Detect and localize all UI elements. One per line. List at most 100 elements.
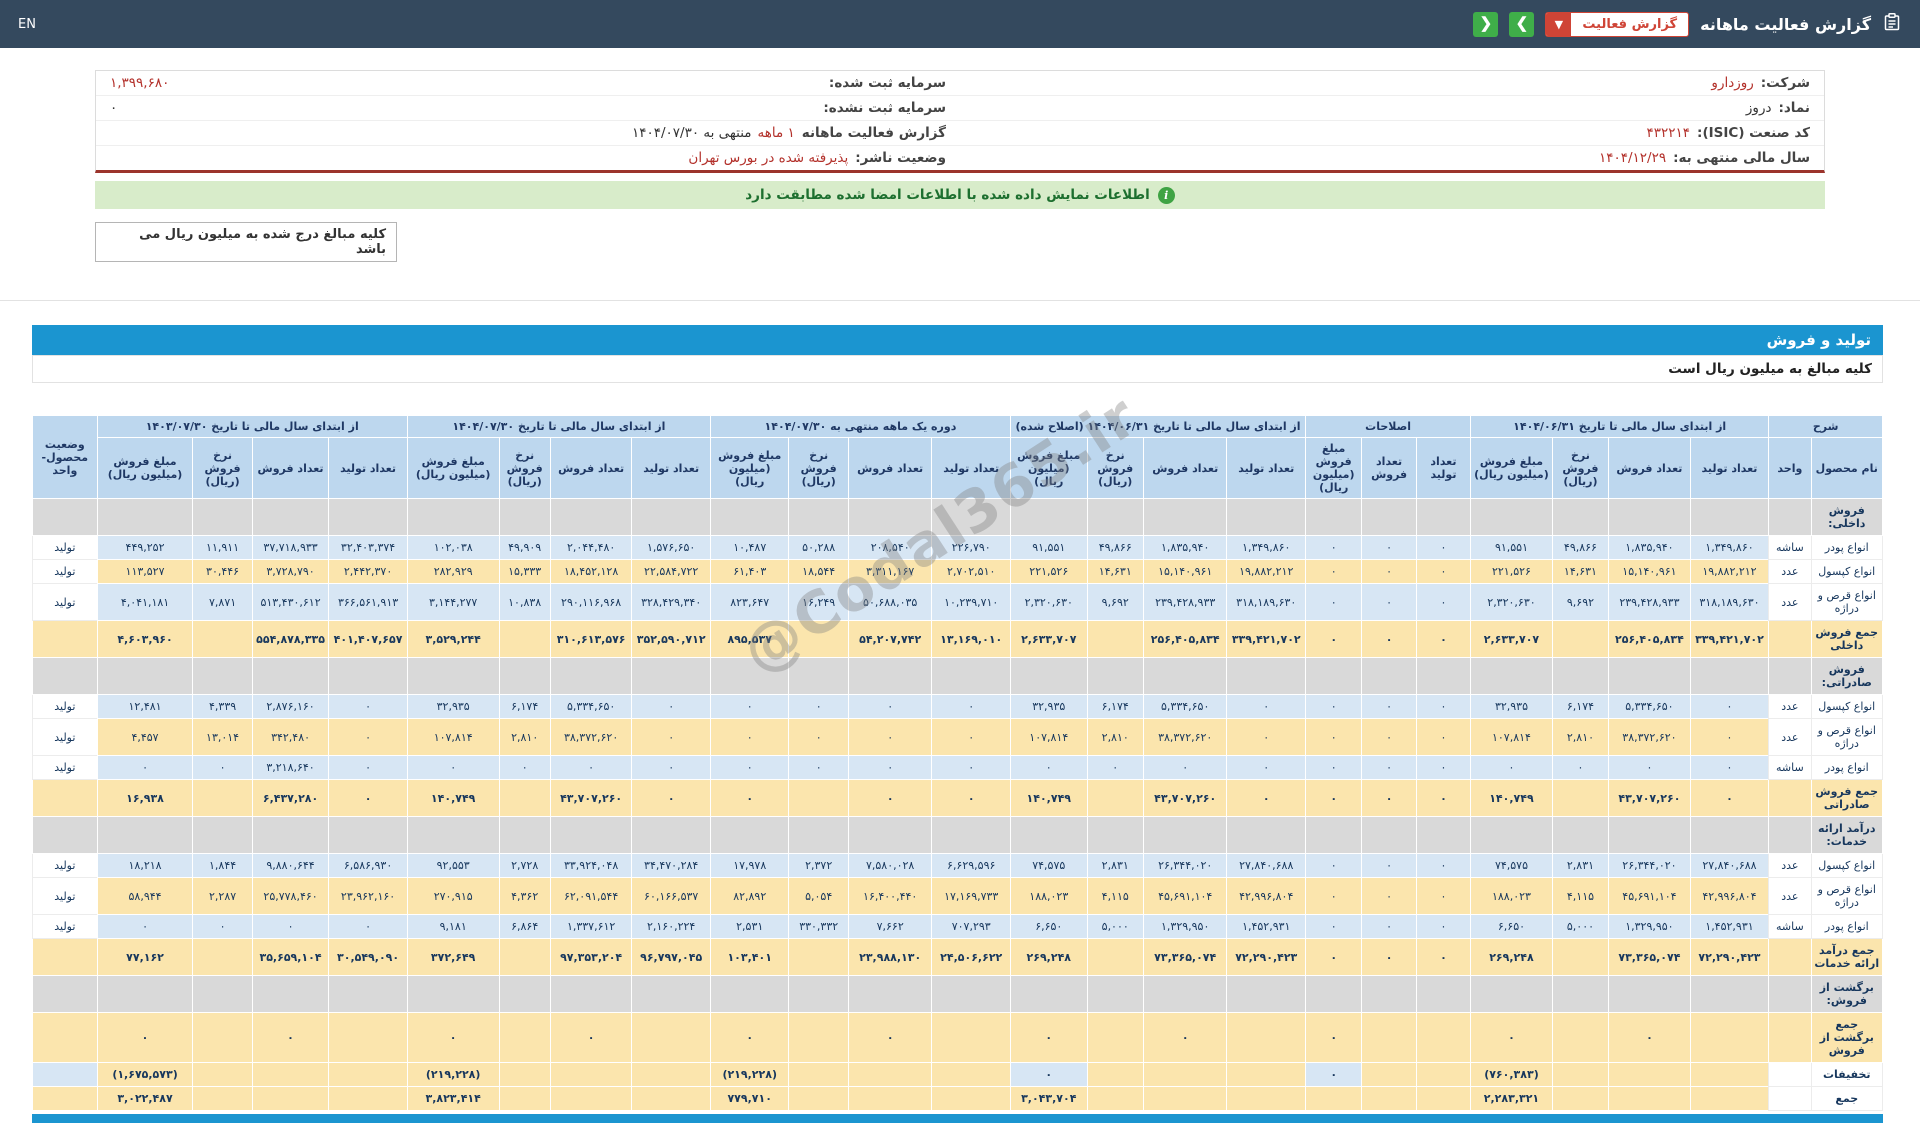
value-cell: ۰ — [1608, 1012, 1691, 1063]
unit-cell — [1768, 657, 1812, 695]
value-cell: ۱۸,۴۵۲,۱۲۸ — [549, 559, 633, 584]
value-cell: ۱۸۸,۰۲۳ — [1009, 877, 1088, 915]
column-header: مبلغ فروش (میلیون ریال) — [1305, 437, 1363, 499]
value-cell: ۰ — [1226, 755, 1307, 780]
value-cell — [931, 816, 1011, 854]
status-cell — [32, 816, 98, 854]
value-cell: ۱,۳۴۹,۸۶۰ — [1226, 535, 1307, 560]
value-cell: ۱,۳۳۷,۶۱۲ — [549, 914, 633, 939]
value-cell: ۰ — [788, 755, 849, 780]
value-cell — [328, 1062, 408, 1087]
value-cell: ۴۵,۶۹۱,۱۰۴ — [1608, 877, 1691, 915]
value-cell: ۰ — [1415, 938, 1472, 976]
value-cell: ۶,۶۲۹,۵۹۶ — [931, 853, 1011, 878]
column-header: تعداد تولید — [631, 437, 711, 499]
value-cell: ۷,۵۸۰,۰۲۸ — [847, 853, 933, 878]
value-cell: ۲,۸۱۰ — [1086, 718, 1144, 756]
value-cell — [328, 975, 408, 1013]
value-cell: ۰ — [1689, 718, 1770, 756]
value-cell — [1551, 657, 1610, 695]
value-cell: ۱,۸۳۵,۹۴۰ — [1608, 535, 1691, 560]
value-cell: ۳۵,۶۵۹,۱۰۴ — [251, 938, 330, 976]
value-cell — [328, 1086, 408, 1111]
value-cell — [1305, 498, 1363, 536]
value-cell: ۰ — [1415, 535, 1472, 560]
value-cell — [498, 498, 551, 536]
info-label: سرمایه ثبت نشده: — [823, 100, 946, 116]
value-cell: ۰ — [1415, 620, 1472, 658]
value-cell: ۱,۳۲۹,۹۵۰ — [1608, 914, 1691, 939]
value-cell — [406, 816, 500, 854]
value-cell: ۰ — [709, 718, 790, 756]
value-cell: ۰ — [931, 718, 1011, 756]
status-cell: تولید — [32, 755, 98, 780]
value-cell: ۰ — [1415, 779, 1472, 817]
value-cell — [1226, 1086, 1307, 1111]
info-row: نماد: دروز سرمایه ثبت نشده: ۰ — [96, 96, 1824, 121]
column-header: نرخ فروش (ریال) — [1086, 437, 1144, 499]
value-cell: ۲,۳۲۰,۶۳۰ — [1470, 583, 1553, 621]
value-cell: ۰ — [1361, 718, 1417, 756]
value-cell: ۵,۰۰۰ — [1086, 914, 1144, 939]
value-cell: ۳,۲۱۸,۶۴۰ — [251, 755, 330, 780]
value-cell: ۱,۵۷۶,۶۵۰ — [631, 535, 711, 560]
value-cell: ۱۴۰,۷۴۹ — [1009, 779, 1088, 817]
language-toggle-en[interactable]: EN — [18, 16, 36, 32]
value-cell — [931, 1086, 1011, 1111]
value-cell: ۰ — [631, 718, 711, 756]
value-cell — [1009, 975, 1088, 1013]
value-cell: ۱۰,۸۳۸ — [498, 583, 551, 621]
value-cell — [1305, 816, 1363, 854]
info-field: سال مالی منتهی به: ۱۴۰۴/۱۲/۲۹ — [960, 146, 1824, 170]
value-cell: ۴۲,۹۹۶,۸۰۴ — [1689, 877, 1770, 915]
value-cell — [1689, 1062, 1770, 1087]
report-type-dropdown[interactable]: گزارش فعالیت ▼ — [1545, 11, 1690, 37]
value-cell: ۶۱,۴۰۳ — [709, 559, 790, 584]
value-cell: ۰ — [709, 1012, 790, 1063]
value-cell: ۱,۳۲۹,۹۵۰ — [1142, 914, 1228, 939]
value-cell: ۳۲۸,۴۲۹,۳۴۰ — [631, 583, 711, 621]
value-cell: ۰ — [1361, 755, 1417, 780]
value-cell: ۰ — [631, 694, 711, 719]
value-cell: ۷,۶۶۲ — [847, 914, 933, 939]
value-cell — [788, 816, 849, 854]
product-name-cell: انواع پودر — [1810, 535, 1884, 560]
value-cell — [1226, 1012, 1307, 1063]
value-cell — [1142, 657, 1228, 695]
column-header: تعداد تولید — [1689, 437, 1770, 499]
value-cell: ۰ — [847, 718, 933, 756]
value-cell: ۰ — [1361, 877, 1417, 915]
section-divider — [0, 300, 1920, 301]
table-row: فروش صادراتی: — [32, 657, 1884, 695]
column-header: مبلغ فروش (میلیون ریال) — [406, 437, 500, 499]
value-cell — [1086, 816, 1144, 854]
value-cell — [549, 657, 633, 695]
product-name-cell: درآمد ارائه خدمات: — [1810, 816, 1884, 854]
value-cell: ۰ — [1305, 583, 1363, 621]
value-cell: ۱۵,۳۳۳ — [498, 559, 551, 584]
value-cell — [251, 975, 330, 1013]
value-cell: ۲۵۶,۴۰۵,۸۳۴ — [1608, 620, 1691, 658]
value-cell — [1226, 975, 1307, 1013]
amounts-note-box: کلیه مبالغ درج شده به میلیون ریال می باش… — [95, 222, 397, 262]
value-cell: ۱,۴۵۲,۹۳۱ — [1689, 914, 1770, 939]
value-cell: ۳۲,۴۰۳,۳۷۴ — [328, 535, 408, 560]
value-cell: ۱۵,۱۴۰,۹۶۱ — [1142, 559, 1228, 584]
info-value: ۴۳۲۲۱۴ — [1646, 125, 1691, 141]
value-cell — [788, 1086, 849, 1111]
value-cell: ۰ — [406, 1012, 500, 1063]
value-cell — [1086, 975, 1144, 1013]
value-cell — [1551, 779, 1610, 817]
info-field: وضعیت ناشر: پذیرفته شده در بورس تهران — [96, 146, 960, 170]
value-cell: ۴,۳۶۲ — [498, 877, 551, 915]
previous-report-button[interactable]: ❮ — [1473, 11, 1499, 37]
value-cell — [406, 975, 500, 1013]
value-cell: ۳۶۶,۵۶۱,۹۱۳ — [328, 583, 408, 621]
value-cell: ۲,۸۱۰ — [498, 718, 551, 756]
table-row: برگشت از فروش: — [32, 975, 1884, 1013]
next-report-button[interactable]: ❯ — [1509, 11, 1535, 37]
column-header: مبلغ فروش (میلیون ریال) — [709, 437, 790, 499]
value-cell — [709, 657, 790, 695]
value-cell: ۵۸,۹۴۴ — [96, 877, 194, 915]
value-cell: ۶,۵۸۶,۹۳۰ — [328, 853, 408, 878]
